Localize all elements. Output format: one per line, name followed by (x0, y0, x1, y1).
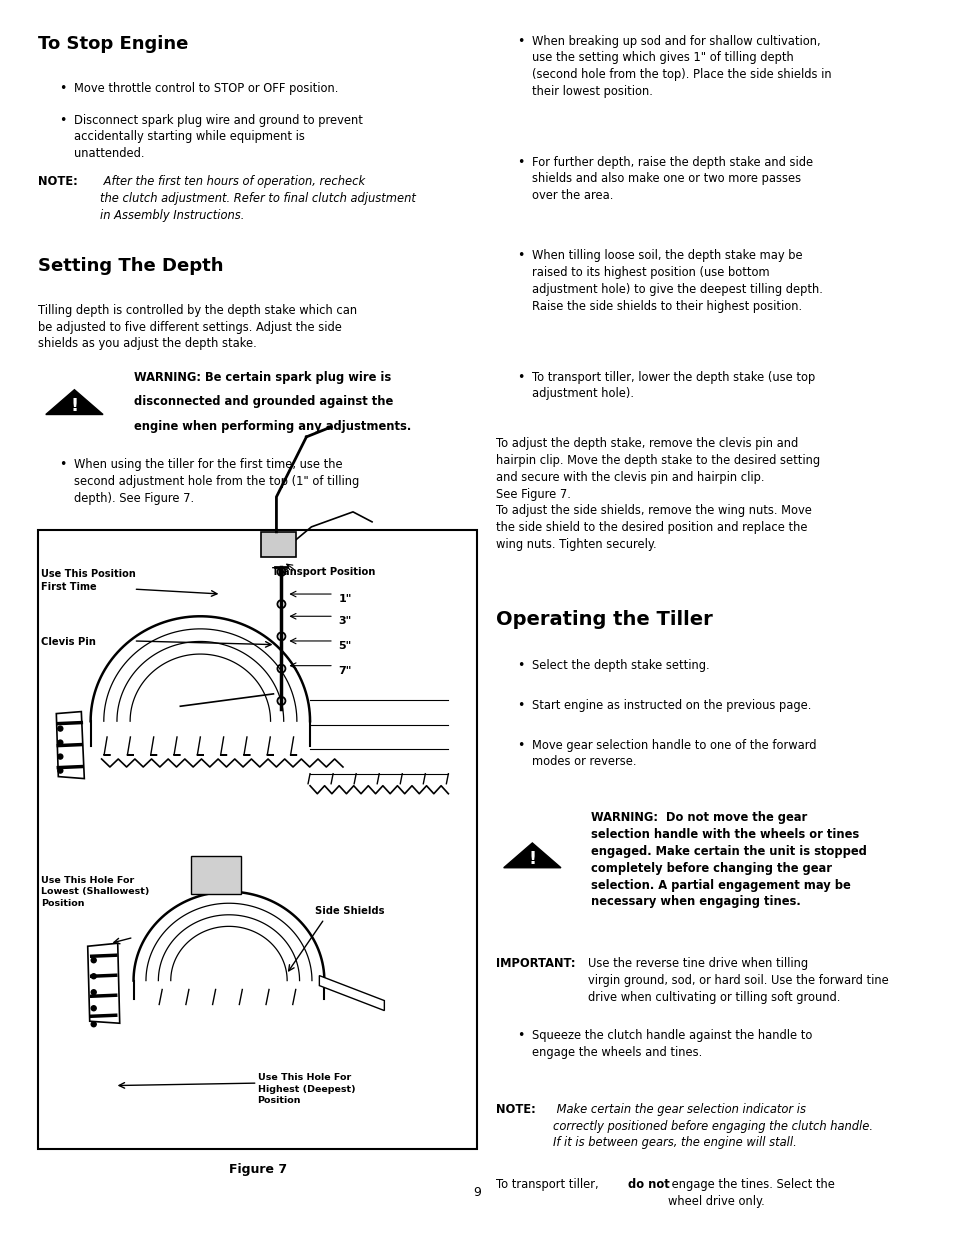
Bar (191, 856, 240, 894)
Text: •: • (517, 156, 524, 169)
Text: do not: do not (627, 1178, 669, 1192)
Circle shape (58, 726, 63, 731)
Text: Tilling depth is controlled by the depth stake which can
be adjusted to five dif: Tilling depth is controlled by the depth… (38, 304, 357, 351)
Polygon shape (88, 944, 119, 1024)
Text: •: • (517, 739, 524, 752)
Circle shape (58, 755, 63, 760)
Text: •: • (59, 114, 67, 127)
Text: WARNING:  Do not move the gear
selection handle with the wheels or tines
engaged: WARNING: Do not move the gear selection … (591, 811, 866, 909)
Text: 3": 3" (338, 616, 352, 626)
Text: •: • (517, 370, 524, 384)
Text: •: • (59, 82, 67, 95)
Polygon shape (46, 390, 103, 415)
Text: Setting The Depth: Setting The Depth (38, 257, 223, 275)
Text: Use This Hole For
Lowest (Shallowest)
Position: Use This Hole For Lowest (Shallowest) Po… (41, 876, 150, 908)
Text: Select the depth stake setting.: Select the depth stake setting. (532, 659, 709, 673)
Circle shape (91, 1021, 96, 1026)
Text: •: • (517, 699, 524, 713)
Text: 7": 7" (338, 666, 352, 676)
Text: Use This Position
First Time: Use This Position First Time (41, 569, 135, 593)
Text: Side Shields: Side Shields (314, 906, 384, 916)
Text: WARNING: Be certain spark plug wire is: WARNING: Be certain spark plug wire is (133, 370, 391, 384)
Circle shape (91, 1005, 96, 1010)
Polygon shape (319, 976, 384, 1010)
Text: For further depth, raise the depth stake and side
shields and also make one or t: For further depth, raise the depth stake… (532, 156, 813, 203)
Circle shape (58, 740, 63, 745)
Text: Figure 7: Figure 7 (229, 1163, 286, 1177)
Text: Disconnect spark plug wire and ground to prevent
accidentally starting while equ: Disconnect spark plug wire and ground to… (74, 114, 363, 161)
Circle shape (91, 989, 96, 994)
Text: Move throttle control to STOP or OFF position.: Move throttle control to STOP or OFF pos… (74, 82, 338, 95)
Text: •: • (517, 1029, 524, 1042)
Circle shape (279, 569, 283, 574)
Text: IMPORTANT:: IMPORTANT: (496, 957, 575, 971)
Text: engage the tines. Select the
wheel drive only.: engage the tines. Select the wheel drive… (667, 1178, 834, 1208)
Text: To transport tiller, lower the depth stake (use top
adjustment hole).: To transport tiller, lower the depth sta… (532, 370, 815, 400)
Text: •: • (517, 35, 524, 48)
Text: Make certain the gear selection indicator is
correctly positioned before engagin: Make certain the gear selection indicato… (553, 1103, 872, 1150)
Polygon shape (503, 844, 560, 868)
Text: 5": 5" (338, 641, 352, 651)
Text: NOTE:: NOTE: (496, 1103, 536, 1116)
Text: !: ! (528, 851, 536, 868)
Text: Operating the Tiller: Operating the Tiller (496, 610, 712, 629)
Text: When using the tiller for the first time, use the
second adjustment hole from th: When using the tiller for the first time… (74, 458, 359, 505)
Text: engine when performing any adjustments.: engine when performing any adjustments. (133, 420, 411, 433)
Polygon shape (261, 532, 296, 557)
Text: To transport tiller,: To transport tiller, (496, 1178, 601, 1192)
Text: After the first ten hours of operation, recheck
the clutch adjustment. Refer to : After the first ten hours of operation, … (100, 175, 416, 222)
Text: Squeeze the clutch handle against the handle to
engage the wheels and tines.: Squeeze the clutch handle against the ha… (532, 1029, 812, 1058)
Text: Start engine as instructed on the previous page.: Start engine as instructed on the previo… (532, 699, 811, 713)
Text: Clevis Pin: Clevis Pin (41, 637, 96, 647)
Text: Transport Position: Transport Position (272, 567, 375, 577)
Text: When tilling loose soil, the depth stake may be
raised to its highest position (: When tilling loose soil, the depth stake… (532, 249, 822, 312)
Bar (38, 530, 476, 1149)
Circle shape (91, 973, 96, 979)
Text: To adjust the depth stake, remove the clevis pin and
hairpin clip. Move the dept: To adjust the depth stake, remove the cl… (496, 437, 820, 551)
Text: Use This Hole For
Highest (Deepest)
Position: Use This Hole For Highest (Deepest) Posi… (257, 1073, 355, 1105)
Text: disconnected and grounded against the: disconnected and grounded against the (133, 395, 393, 409)
Circle shape (91, 957, 96, 963)
Text: •: • (517, 249, 524, 263)
Polygon shape (56, 711, 84, 778)
Text: Use the reverse tine drive when tilling
virgin ground, sod, or hard soil. Use th: Use the reverse tine drive when tilling … (587, 957, 887, 1004)
Text: •: • (59, 458, 67, 472)
Text: •: • (517, 659, 524, 673)
Text: 1": 1" (338, 594, 352, 604)
Text: When breaking up sod and for shallow cultivation,
use the setting which gives 1": When breaking up sod and for shallow cul… (532, 35, 831, 98)
Text: NOTE:: NOTE: (38, 175, 78, 189)
Circle shape (58, 768, 63, 773)
Text: !: ! (71, 398, 78, 415)
Text: To Stop Engine: To Stop Engine (38, 35, 189, 53)
Text: Move gear selection handle to one of the forward
modes or reverse.: Move gear selection handle to one of the… (532, 739, 816, 768)
Text: 9: 9 (473, 1186, 480, 1199)
